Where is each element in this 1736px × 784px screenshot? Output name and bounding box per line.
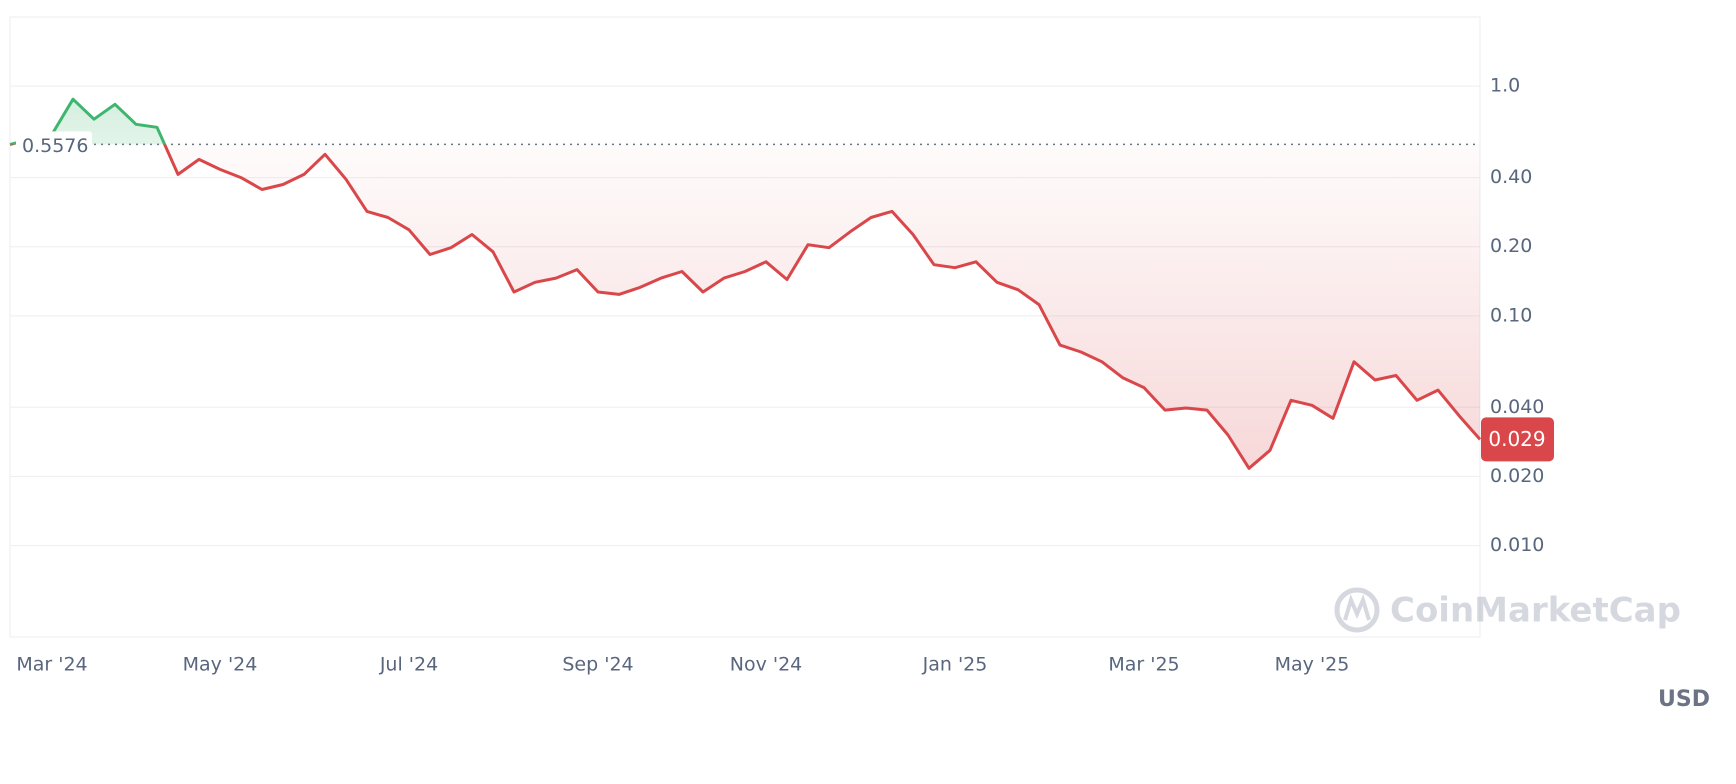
x-tick-label: Jul '24: [379, 654, 438, 676]
x-tick-label: May '24: [183, 654, 258, 676]
y-tick-label: 0.40: [1490, 166, 1532, 188]
x-tick-label: Mar '24: [16, 654, 87, 676]
y-tick-label: 0.010: [1490, 534, 1544, 556]
watermark: CoinMarketCap: [1334, 587, 1681, 633]
currency-label: USD: [1658, 687, 1710, 712]
x-tick-label: Jan '25: [922, 654, 988, 676]
price-area: [10, 99, 1480, 469]
y-tick-label: 0.20: [1490, 235, 1532, 257]
price-line: [9, 97, 1482, 470]
x-tick-label: Mar '25: [1108, 654, 1179, 676]
x-tick-label: Sep '24: [562, 654, 633, 676]
watermark-text: CoinMarketCap: [1390, 591, 1681, 631]
x-tick-label: May '25: [1275, 654, 1350, 676]
y-tick-label: 0.040: [1490, 396, 1544, 418]
x-tick-label: Nov '24: [730, 654, 803, 676]
price-tag: [1481, 417, 1554, 462]
baseline-label-bg: [16, 131, 92, 158]
baseline-label: 0.5576: [22, 135, 88, 157]
price-tag-label: 0.029: [1488, 427, 1545, 451]
y-tick-label: 1.0: [1490, 75, 1520, 97]
y-tick-label: 0.020: [1490, 465, 1544, 487]
y-tick-label: 0.10: [1490, 304, 1532, 326]
